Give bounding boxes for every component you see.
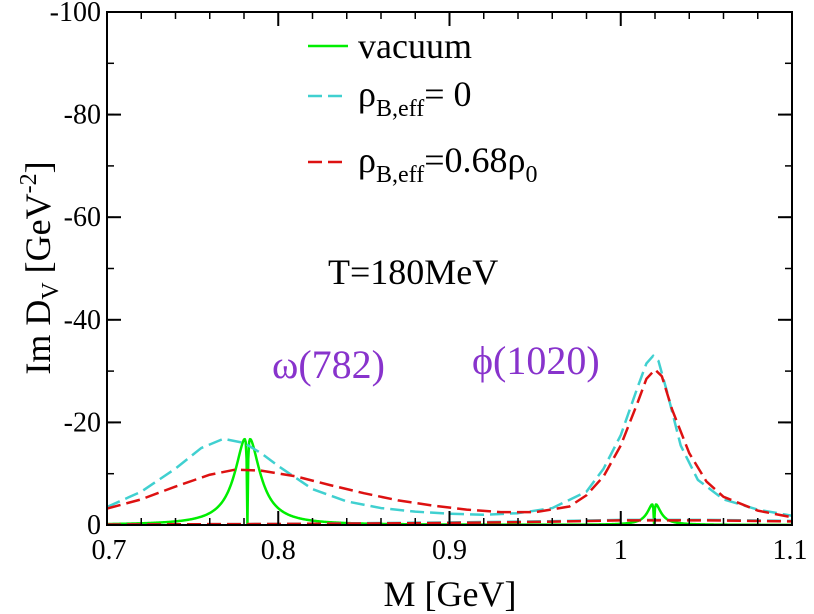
- x-axis-title: M [GeV]: [384, 574, 517, 614]
- y-tick-label: 0: [87, 510, 101, 541]
- y-axis-title-exp: -2: [16, 173, 42, 193]
- y-axis-ticks: 0 -20 -40 -60 -80 -100: [50, 0, 792, 541]
- x-tick-label: 0.7: [92, 535, 127, 566]
- svg-text:Im DV [GeV-2]: Im DV [GeV-2]: [16, 161, 64, 374]
- x-tick-label: 1: [614, 535, 628, 566]
- legend-label-vacuum: vacuum: [358, 26, 472, 66]
- y-tick-label: -20: [64, 407, 101, 438]
- x-axis-ticks: 0.7 0.8 0.9 1 1.1: [92, 12, 808, 566]
- legend-label-rho0: ρB,eff= 0: [358, 74, 472, 122]
- series-rho068-line: [107, 368, 792, 519]
- y-tick-label: -60: [64, 202, 101, 233]
- y-axis-title-unit: [GeV: [18, 193, 58, 273]
- legend-label-rho068: ρB,eff=0.68ρ0: [358, 140, 537, 188]
- y-tick-label: -80: [64, 100, 101, 131]
- annotation-phi: ϕ(1020): [472, 338, 600, 383]
- legend: vacuum ρB,eff= 0 ρB,eff=0.68ρ0: [308, 26, 537, 188]
- x-tick-label: 0.8: [261, 535, 296, 566]
- y-axis-title-sub: V: [38, 282, 64, 300]
- annotation-omega: ω(782): [272, 342, 385, 387]
- y-axis-title: Im DV [GeV-2]: [16, 161, 64, 374]
- y-axis-title-close: ]: [18, 161, 58, 173]
- y-tick-label: -100: [50, 0, 101, 28]
- y-axis-title-main: Im D: [18, 300, 58, 375]
- x-tick-label: 1.1: [773, 535, 808, 566]
- annotation-temperature: T=180MeV: [328, 252, 498, 292]
- x-tick-label: 0.9: [432, 535, 467, 566]
- y-tick-label: -40: [64, 305, 101, 336]
